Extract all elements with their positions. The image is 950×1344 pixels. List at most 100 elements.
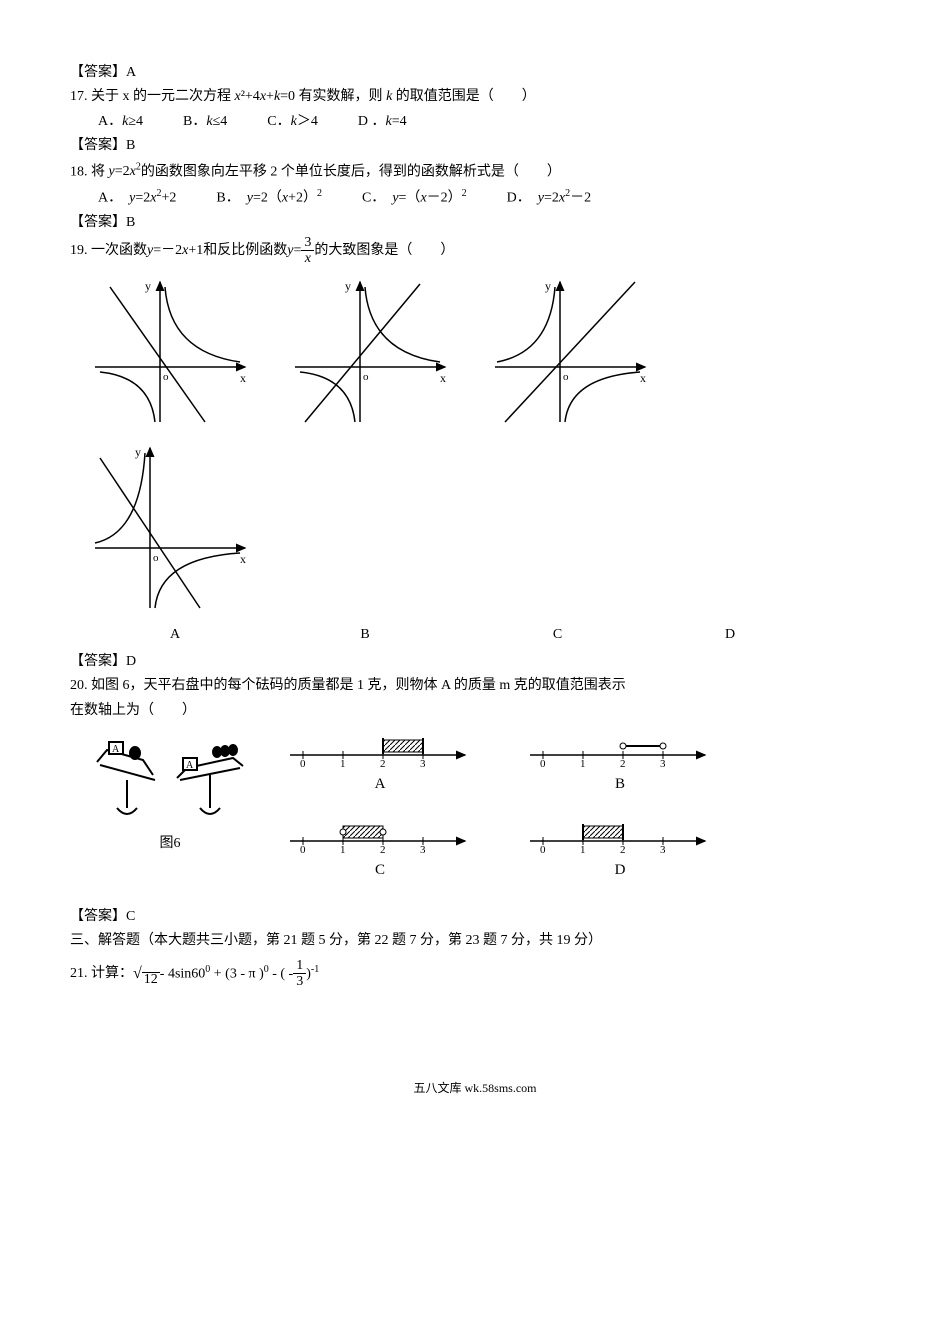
svg-text:1: 1 [580, 844, 586, 854]
q18-opt-b: B． y=2（x+2）2 [216, 186, 322, 210]
q17-opt-d: D ．k=4 [358, 111, 407, 133]
svg-text:1: 1 [580, 758, 586, 768]
balance-svg: A A [85, 730, 255, 825]
section-3-heading: 三、解答题（本大题共三小题，第 21 题 5 分，第 22 题 7 分，第 23… [70, 930, 880, 952]
q19-label-a: A [80, 624, 270, 646]
q20-stem: 20. 如图 6，天平右盘中的每个砝码的质量都是 1 克，则物体 A 的质量 m… [70, 675, 880, 697]
q20-figures: A A 图6 0 [85, 730, 880, 882]
q19-eq1: y=－2x+1 [147, 240, 203, 262]
numline-b: 0 1 2 3 B [525, 730, 715, 796]
q17-options: A．k≥4 B．k≤4 C．k＞4 D ．k=4 [70, 111, 880, 133]
opt-label: C． [267, 114, 290, 129]
q18-eq: y=2x2 [109, 164, 141, 179]
svg-text:y: y [345, 279, 351, 293]
graph-d-svg: x y o [85, 438, 255, 618]
svg-text:0: 0 [540, 758, 546, 768]
svg-text:x: x [440, 371, 446, 385]
numberline-grid: 0 1 2 3 A 0 1 2 3 B 0 1 2 3 [285, 730, 715, 882]
svg-text:o: o [163, 371, 169, 383]
f-den: 3 [293, 974, 306, 989]
q19-label-c: C [460, 624, 655, 646]
opt-rel: ＞4 [297, 114, 318, 129]
svg-text:o: o [153, 552, 159, 564]
q19-b: 和反比例函数 [203, 240, 287, 262]
numline-a: 0 1 2 3 A [285, 730, 475, 796]
opt-label: A． [98, 114, 122, 129]
opt-rel: ≥4 [128, 114, 143, 129]
svg-text:1: 1 [340, 844, 346, 854]
svg-text:3: 3 [420, 758, 426, 768]
opt-label: B． [183, 114, 206, 129]
svg-text:2: 2 [620, 844, 626, 854]
neg1-exp: -1 [311, 964, 319, 975]
opt-rel: =4 [392, 114, 407, 129]
frac-num: 3 [301, 236, 314, 251]
q19-graphs-row1: x y o x y o x y o [85, 272, 880, 432]
svg-text:y: y [545, 279, 551, 293]
q18-opt-a: A． y=2x2+2 [98, 186, 176, 210]
page-footer: 五八文库 wk.58sms.com [70, 1079, 880, 1098]
svg-text:0: 0 [300, 844, 306, 854]
svg-text:x: x [240, 552, 246, 566]
svg-text:3: 3 [420, 844, 426, 854]
svg-text:y: y [135, 445, 141, 459]
q17-text-c: 的取值范围是（ ） [392, 89, 536, 104]
q17-stem: 17. 关于 x 的一元二次方程 x²+4x+k=0 有实数解，则 k 的取值范… [70, 86, 880, 108]
frac-den: x [301, 251, 314, 266]
svg-text:3: 3 [660, 844, 666, 854]
answer-18: 【答案】B [70, 212, 880, 234]
balance-figure: A A 图6 [85, 730, 255, 855]
q21-pre: 21. 计算： [70, 963, 133, 985]
nl-label-a: A [375, 772, 386, 796]
q17-opt-a: A．k≥4 [98, 111, 143, 133]
svg-text:0: 0 [300, 758, 306, 768]
zero-exp: 0 [264, 964, 269, 975]
q19-label-b: B [270, 624, 460, 646]
svg-text:y: y [145, 279, 151, 293]
q19-stem: 19. 一次函数 y=－2x+1 和反比例函数 y=3x 的大致图象是（ ） [70, 236, 880, 266]
q18-stem: 18. 将 y=2x2的函数图象向左平移 2 个单位长度后，得到的函数解析式是（… [70, 160, 880, 184]
q20-stem2: 在数轴上为（ ） [70, 700, 880, 722]
sqrt-arg: 12 [142, 972, 160, 987]
numline-d: 0123 D [525, 816, 715, 882]
q17-opt-b: B．k≤4 [183, 111, 227, 133]
q18-opt-c: C． y=（x－2）2 [362, 186, 467, 210]
graph-a-svg: x y o [85, 272, 255, 432]
nl-label-c: C [375, 858, 385, 882]
q17-text-a: 17. 关于 x 的一元二次方程 [70, 89, 235, 104]
balance-caption: 图6 [160, 833, 181, 855]
svg-text:1: 1 [340, 758, 346, 768]
svg-text:0: 0 [540, 844, 546, 854]
q21-close: )-1 [306, 962, 319, 986]
svg-text:A: A [112, 744, 120, 755]
q17-opt-c: C．k＞4 [267, 111, 318, 133]
graph-b-svg: xyo [285, 272, 455, 432]
nl-label-b: B [615, 772, 625, 796]
q18-options: A． y=2x2+2 B． y=2（x+2）2 C． y=（x－2）2 D． y… [70, 186, 880, 210]
answer-19: 【答案】D [70, 651, 880, 673]
q19-graphs-row2: x y o [85, 438, 880, 618]
svg-text:2: 2 [620, 758, 626, 768]
svg-text:A: A [186, 760, 194, 771]
answer-16: 【答案】A [70, 62, 880, 84]
q19-c: 的大致图象是（ ） [314, 240, 454, 262]
svg-text:3: 3 [660, 758, 666, 768]
q21-t1: - 4sin600 + (3 - π )0 - ( - [160, 962, 293, 986]
f-num: 1 [293, 959, 306, 974]
sqrt-12: √12 [133, 961, 160, 987]
q21: 21. 计算： √12 - 4sin600 + (3 - π )0 - ( - … [70, 959, 880, 989]
svg-text:o: o [563, 371, 569, 383]
graph-c-svg: xyo [485, 272, 655, 432]
q17-eq: x²+4x+k=0 [235, 89, 296, 104]
deg: 0 [205, 964, 210, 975]
q19-option-labels: A B C D [80, 624, 880, 646]
opt-label: D ． [358, 114, 386, 129]
svg-text:x: x [240, 371, 246, 385]
frac-1-3: 13 [293, 959, 306, 989]
q19-eq2: y=3x [287, 236, 314, 266]
svg-text:2: 2 [380, 758, 386, 768]
q17-text-b: 有实数解，则 [295, 89, 386, 104]
q19-a: 19. 一次函数 [70, 240, 147, 262]
opt-rel: ≤4 [213, 114, 228, 129]
q18-opt-d: D． y=2x2－2 [507, 186, 591, 210]
